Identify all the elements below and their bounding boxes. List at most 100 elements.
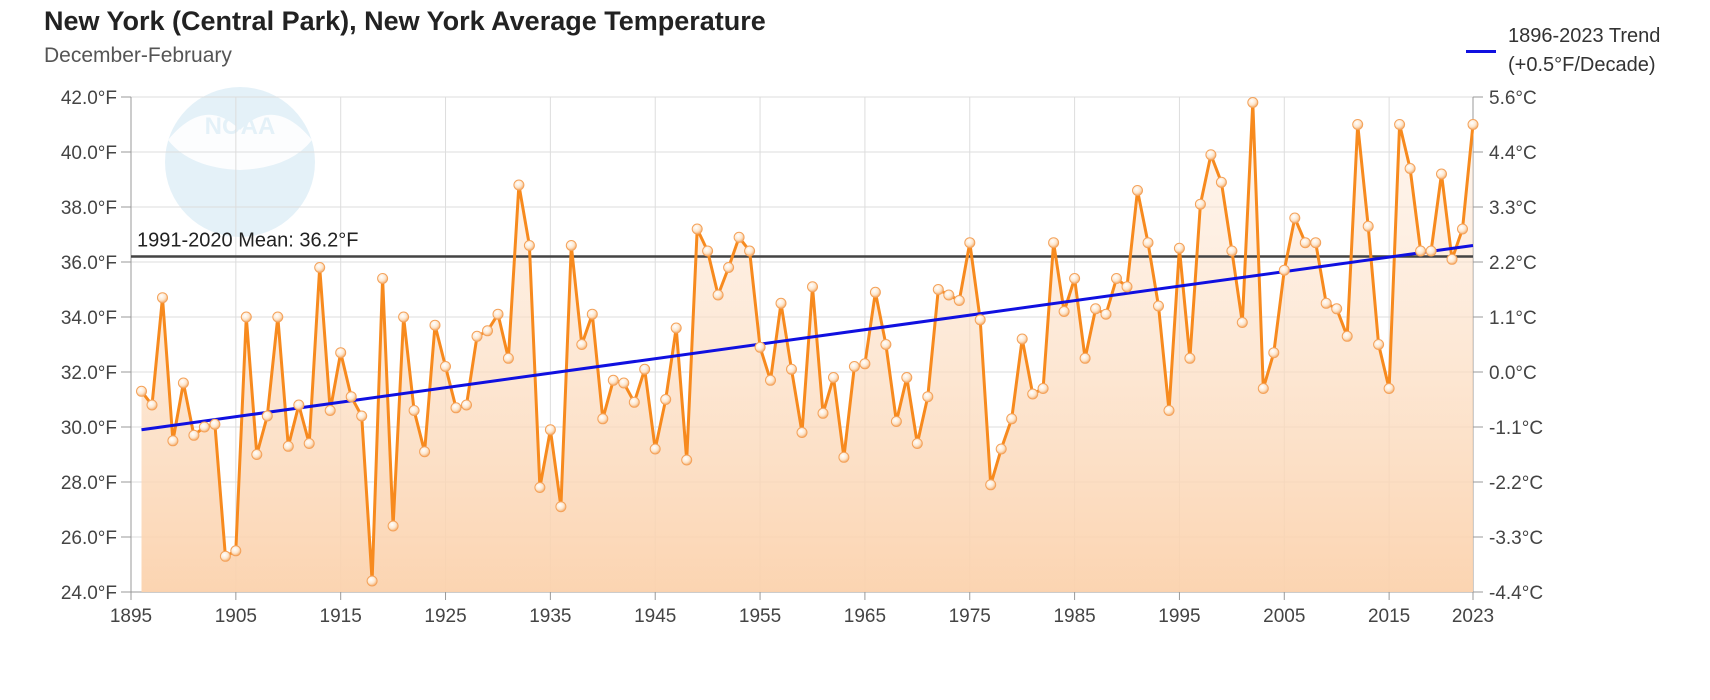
data-point-2017[interactable] [1404, 163, 1416, 174]
data-point-1984[interactable] [1058, 306, 1070, 317]
data-point-2015[interactable] [1383, 383, 1395, 394]
data-point-1938[interactable] [576, 339, 588, 350]
data-point-2010[interactable] [1331, 303, 1343, 315]
data-point-1970[interactable] [911, 438, 923, 449]
data-point-2018[interactable] [1415, 245, 1427, 257]
data-point-1913[interactable] [314, 262, 326, 273]
data-point-1994[interactable] [1163, 405, 1175, 416]
data-point-1998[interactable] [1205, 149, 1217, 161]
data-point-1930[interactable] [492, 308, 504, 320]
data-point-1955[interactable] [754, 341, 766, 353]
data-point-2000[interactable] [1226, 245, 1238, 257]
data-point-1915[interactable] [335, 347, 347, 359]
data-point-1933[interactable] [523, 240, 535, 251]
data-point-2005[interactable] [1278, 264, 1290, 276]
data-point-2013[interactable] [1362, 220, 1374, 232]
data-point-1934[interactable] [534, 482, 546, 493]
data-point-2022[interactable] [1457, 223, 1468, 235]
data-point-2019[interactable] [1425, 245, 1437, 257]
data-point-1996[interactable] [1184, 352, 1196, 364]
data-point-1936[interactable] [555, 501, 567, 513]
data-point-1914[interactable] [324, 405, 336, 416]
data-point-1937[interactable] [565, 240, 577, 251]
data-point-1916[interactable] [345, 391, 357, 403]
data-point-1912[interactable] [303, 438, 315, 449]
data-point-1995[interactable] [1173, 242, 1185, 254]
data-point-1978[interactable] [995, 443, 1007, 455]
data-point-1901[interactable] [188, 429, 200, 441]
data-point-1967[interactable] [880, 339, 892, 350]
data-point-1929[interactable] [482, 325, 493, 337]
data-point-1907[interactable] [251, 449, 263, 460]
data-point-1926[interactable] [450, 402, 462, 414]
data-point-1966[interactable] [869, 286, 881, 298]
data-point-1922[interactable] [408, 405, 420, 416]
data-point-2004[interactable] [1268, 347, 1280, 359]
data-point-1988[interactable] [1100, 308, 1112, 320]
data-point-1925[interactable] [440, 361, 451, 372]
data-point-1992[interactable] [1142, 237, 1154, 249]
data-point-1918[interactable] [366, 575, 378, 587]
data-point-1985[interactable] [1069, 273, 1081, 284]
data-point-1974[interactable] [953, 295, 965, 306]
data-point-1993[interactable] [1153, 300, 1164, 312]
data-point-1982[interactable] [1037, 383, 1049, 394]
data-point-1968[interactable] [890, 416, 902, 427]
data-point-1956[interactable] [765, 374, 776, 386]
data-point-1919[interactable] [377, 273, 389, 284]
data-point-1908[interactable] [261, 410, 273, 422]
data-point-2003[interactable] [1257, 383, 1269, 394]
data-point-1961[interactable] [817, 407, 829, 419]
data-point-1972[interactable] [932, 284, 944, 295]
data-point-1911[interactable] [293, 399, 305, 411]
data-point-1900[interactable] [177, 377, 189, 389]
data-point-1979[interactable] [1006, 413, 1018, 425]
data-point-1943[interactable] [628, 396, 640, 408]
data-point-1903[interactable] [209, 418, 221, 430]
data-point-1953[interactable] [733, 231, 745, 243]
data-point-2009[interactable] [1320, 297, 1332, 309]
data-point-1909[interactable] [272, 311, 284, 323]
data-point-1942[interactable] [618, 377, 630, 389]
data-point-1958[interactable] [786, 363, 797, 375]
data-point-1959[interactable] [796, 427, 808, 438]
data-point-1927[interactable] [461, 399, 472, 411]
data-point-1935[interactable] [544, 424, 556, 436]
data-point-2020[interactable] [1436, 168, 1447, 180]
data-point-2012[interactable] [1352, 119, 1364, 130]
data-point-2021[interactable] [1446, 253, 1458, 265]
data-point-1946[interactable] [660, 394, 672, 405]
data-point-1917[interactable] [356, 410, 368, 422]
data-point-2008[interactable] [1310, 237, 1322, 249]
data-point-2014[interactable] [1373, 339, 1385, 350]
data-point-1906[interactable] [240, 311, 252, 323]
data-point-1971[interactable] [922, 391, 934, 403]
data-point-1923[interactable] [419, 446, 431, 458]
data-point-1990[interactable] [1121, 281, 1133, 293]
data-point-1981[interactable] [1027, 388, 1039, 400]
data-point-2002[interactable] [1247, 97, 1259, 108]
data-point-1983[interactable] [1048, 237, 1060, 249]
data-point-1962[interactable] [828, 372, 839, 383]
data-point-1989[interactable] [1111, 273, 1122, 284]
data-point-1954[interactable] [744, 245, 756, 257]
data-point-1944[interactable] [639, 363, 651, 375]
data-point-1897[interactable] [146, 399, 158, 411]
data-point-1977[interactable] [985, 479, 997, 491]
data-point-1997[interactable] [1194, 198, 1206, 210]
data-point-1975[interactable] [964, 237, 976, 249]
data-point-1986[interactable] [1079, 352, 1091, 364]
data-point-1899[interactable] [167, 435, 179, 447]
data-point-1904[interactable] [219, 550, 231, 562]
data-point-2011[interactable] [1341, 330, 1353, 342]
data-point-1948[interactable] [681, 454, 693, 466]
data-point-1976[interactable] [974, 314, 986, 326]
data-point-1963[interactable] [838, 451, 850, 463]
data-point-1921[interactable] [398, 311, 410, 323]
data-point-2007[interactable] [1299, 237, 1311, 249]
data-point-1960[interactable] [807, 281, 818, 293]
data-point-1898[interactable] [157, 292, 168, 304]
data-point-1931[interactable] [502, 352, 514, 364]
data-point-1940[interactable] [597, 413, 609, 425]
data-point-2006[interactable] [1289, 212, 1301, 224]
